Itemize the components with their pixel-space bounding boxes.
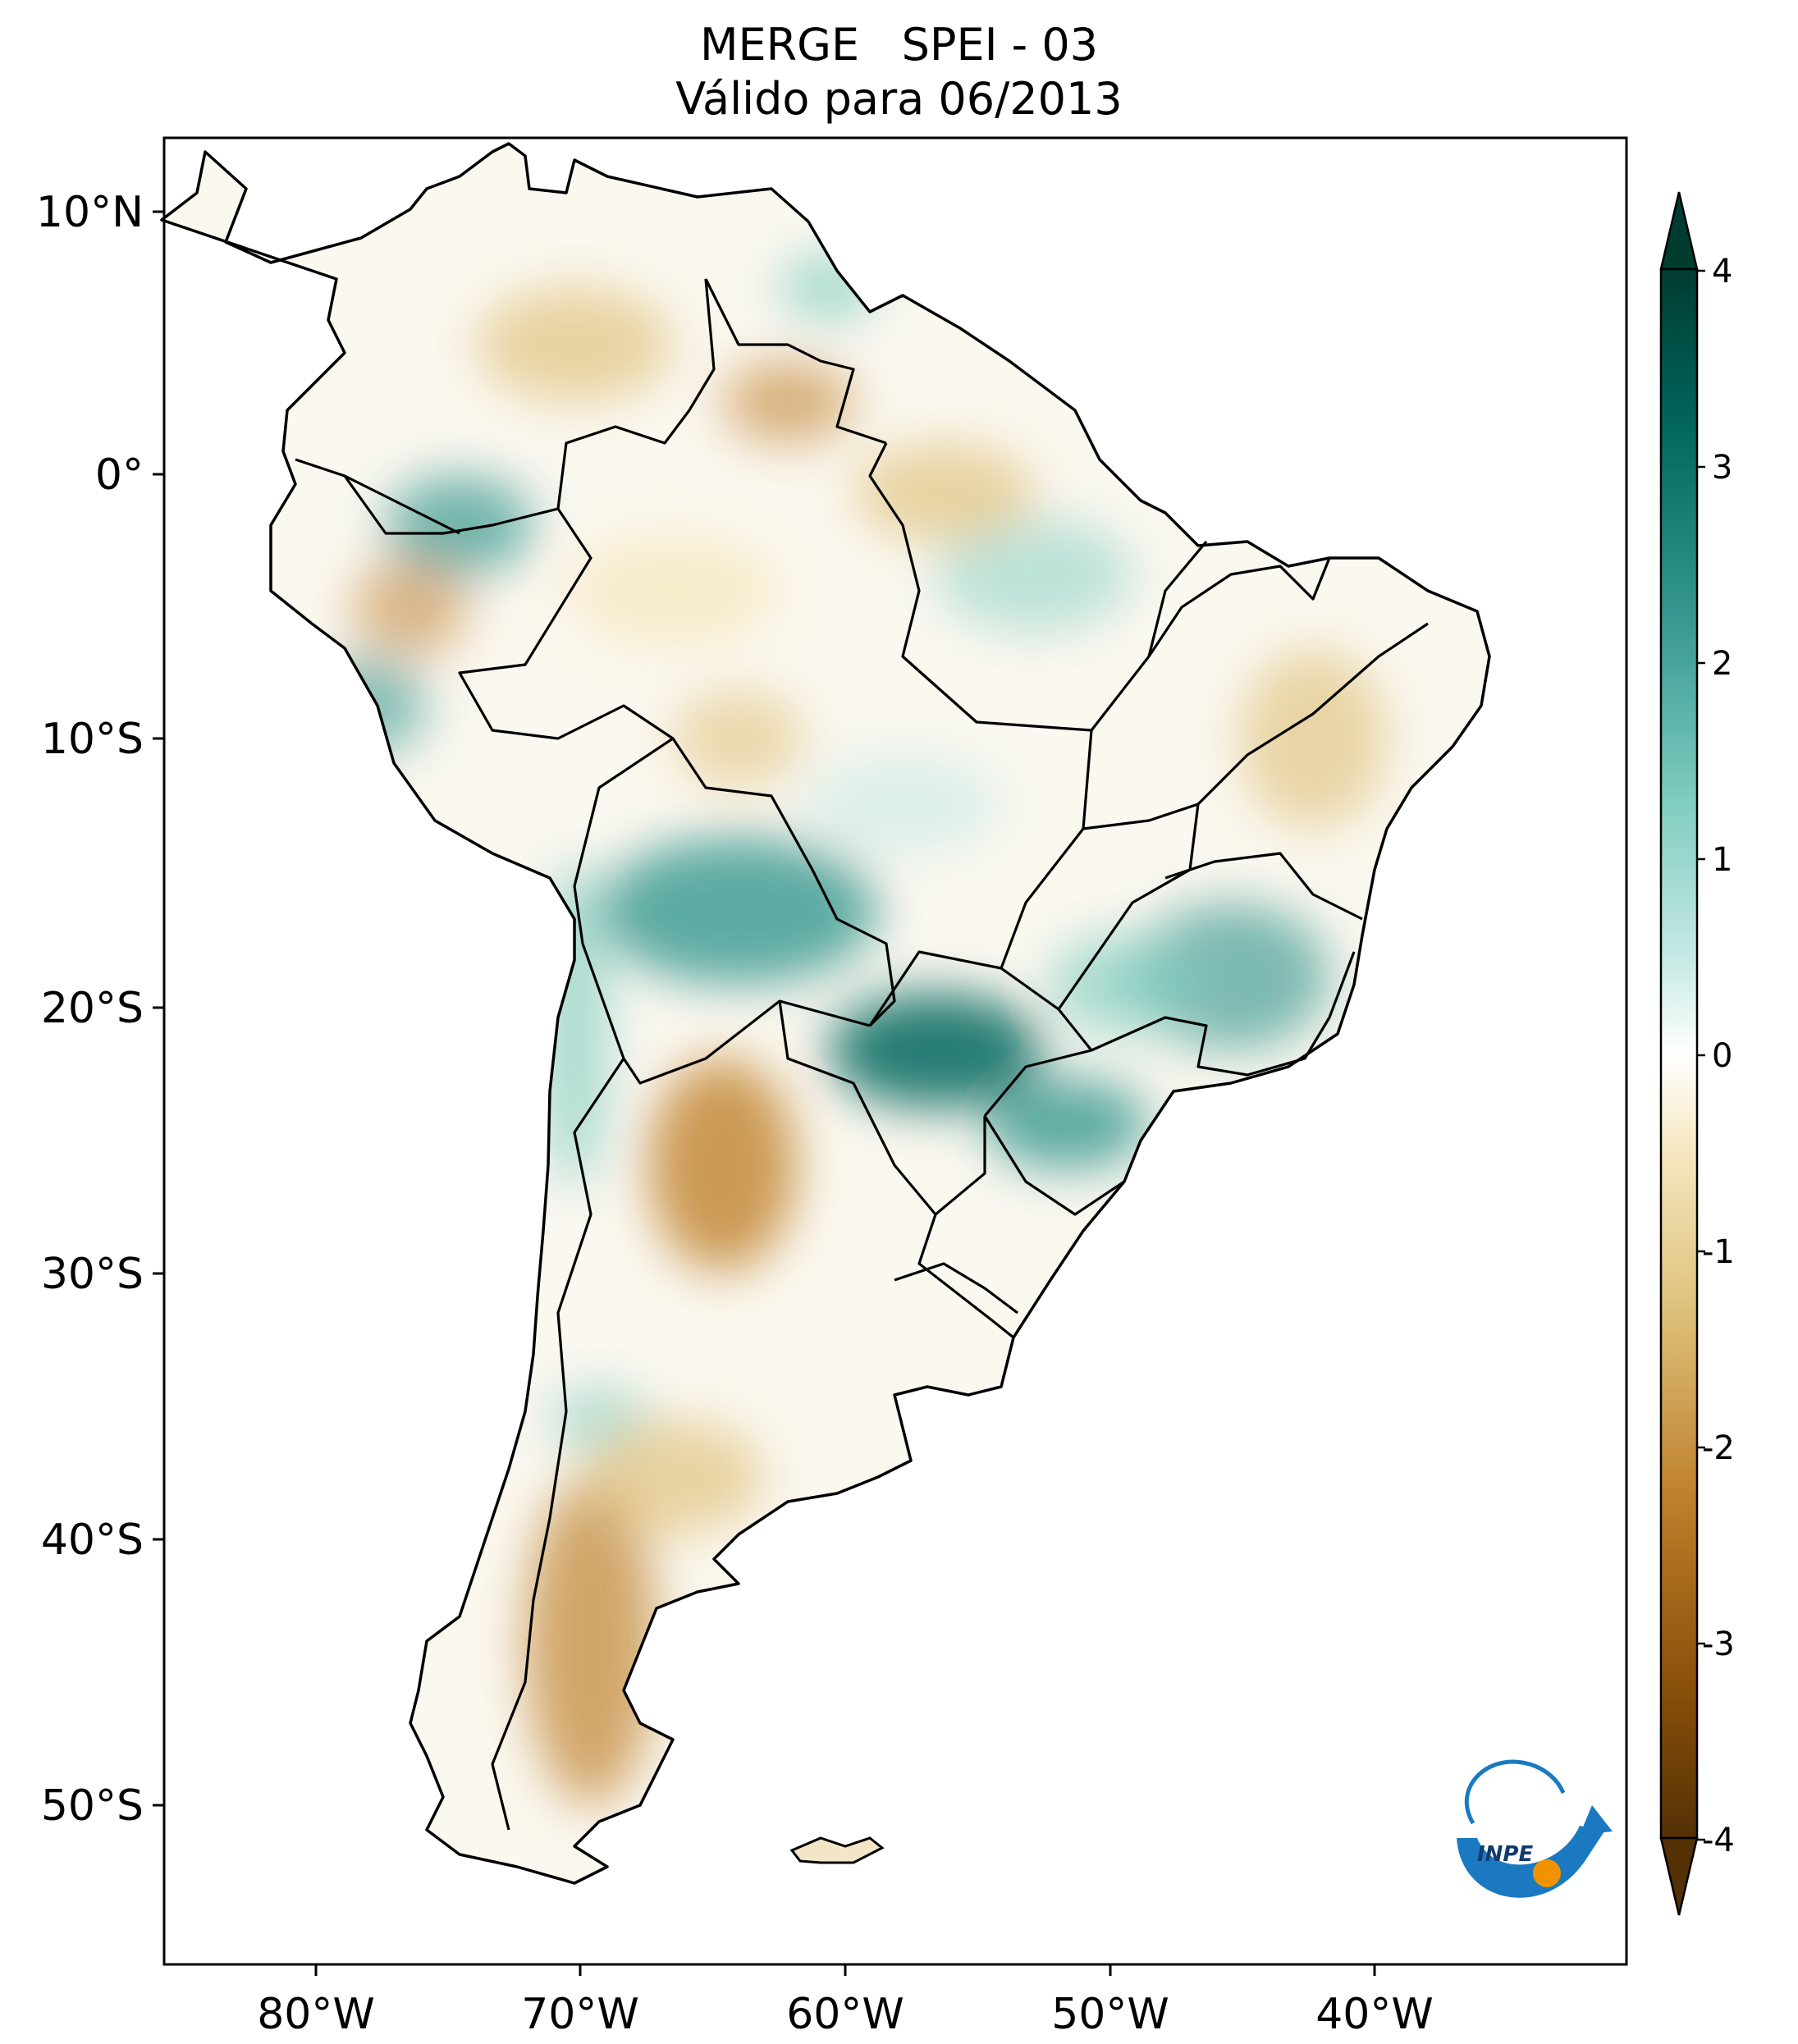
border-venezuela-guyana (704, 278, 887, 445)
axis-ticks (153, 210, 1376, 1976)
dry-anomaly-peru-north (353, 558, 468, 656)
dry-anomaly-rondonia (673, 689, 804, 788)
lat-label-50s: 50°S (41, 1781, 144, 1831)
border-argentina-uruguay (917, 1214, 1014, 1339)
political-borders (295, 278, 1429, 1831)
latitude-labels: 10°N 0° 10°S 20°S 30°S 40°S 50°S (36, 188, 144, 1831)
border-goias (1057, 803, 1200, 1010)
lon-label-80w: 80°W (257, 1990, 375, 2039)
border-chile-argentina (491, 1058, 625, 1831)
colorbar-tick-neg2: -2 (1702, 1429, 1735, 1467)
dry-anomaly-northeast-brazil (1239, 648, 1387, 829)
lat-label-20s: 20°S (41, 984, 144, 1033)
border-minas-bahia (1164, 852, 1363, 921)
border-rio-grande-do-sul (894, 1262, 1018, 1315)
border-para-tocantins (1090, 540, 1208, 731)
border-sao-paulo-minas (1091, 951, 1356, 1077)
dry-anomaly-rio-negro (583, 1420, 763, 1534)
lon-label-40w: 40°W (1315, 1990, 1434, 2039)
border-colombia (295, 278, 716, 535)
map-frame (162, 136, 1628, 1966)
colorbar-extend-top (1659, 191, 1699, 271)
lat-label-30s: 30°S (41, 1250, 144, 1299)
lat-label-0: 0° (95, 450, 144, 500)
border-ecuador-peru (344, 474, 460, 535)
lon-label-70w: 70°W (521, 1990, 639, 2039)
wet-anomaly-mato-grosso (804, 755, 1001, 853)
logo-sun-icon (1533, 1859, 1561, 1887)
dry-anomaly-roraima (722, 361, 853, 443)
border-bolivia-argentina (581, 943, 871, 1085)
border-paraguay (778, 1000, 986, 1216)
colorbar-tick-neg4: -4 (1702, 1822, 1735, 1859)
lat-label-10n: 10°N (36, 188, 144, 237)
lon-label-60w: 60°W (786, 1990, 904, 2039)
longitude-labels: 80°W 70°W 60°W 50°W 40°W (257, 1990, 1434, 2039)
dry-anomaly-colombia (476, 287, 673, 402)
map-title-line1: MERGE SPEI - 03 (699, 19, 1099, 71)
colorbar-tick-neg3: -3 (1702, 1626, 1735, 1663)
colorbar-tick-1: 1 (1712, 841, 1732, 879)
border-mato-grosso (901, 655, 1093, 969)
border-peru-brazil-bolivia (458, 508, 675, 944)
dry-anomaly-argentina-north (648, 1059, 796, 1272)
logo-text: INPE (1477, 1842, 1533, 1867)
border-parana-santa-catarina (983, 1115, 1125, 1216)
wet-anomaly-ms-paraguay (829, 993, 1042, 1108)
colorbar-tick-0: 0 (1712, 1037, 1732, 1075)
colorbar-scale (1659, 268, 1699, 1840)
colorbar-tick-2: 2 (1712, 645, 1732, 683)
logo-arrow-icon (1580, 1805, 1613, 1835)
wet-anomaly-para-south (936, 517, 1132, 632)
wet-anomaly-ecuador-colombia (386, 476, 533, 574)
falkland-islands (789, 1836, 885, 1864)
lon-label-50w: 50°W (1051, 1990, 1169, 2039)
colorbar-tick-3: 3 (1712, 449, 1732, 487)
lat-label-10s: 10°S (41, 715, 144, 764)
spei-field (312, 254, 1387, 1805)
dry-anomaly-patagonia (525, 1477, 657, 1805)
wet-anomaly-goias (1050, 935, 1198, 1034)
inpe-logo: INPE (1457, 1759, 1613, 1898)
colorbar: 4 3 2 1 0 -1 -2 -3 -4 (1659, 191, 1735, 1916)
border-bahia (1196, 622, 1429, 806)
dry-anomaly-amazonas (566, 533, 780, 648)
colorbar-extend-bottom (1659, 1836, 1699, 1916)
logo-orbit-ring (1464, 1759, 1566, 1825)
colorbar-tick-4: 4 (1712, 253, 1732, 290)
border-piaui-maranhao (1147, 557, 1331, 657)
map-title-line2: Válido para 06/2013 (675, 73, 1123, 125)
logo-swoosh-icon (1457, 1826, 1604, 1898)
wet-anomaly-bolivia-east (599, 837, 878, 985)
colorbar-tick-neg1: -1 (1702, 1233, 1735, 1271)
wet-anomaly-parana (985, 1079, 1149, 1169)
lat-label-40s: 40°S (41, 1516, 144, 1565)
